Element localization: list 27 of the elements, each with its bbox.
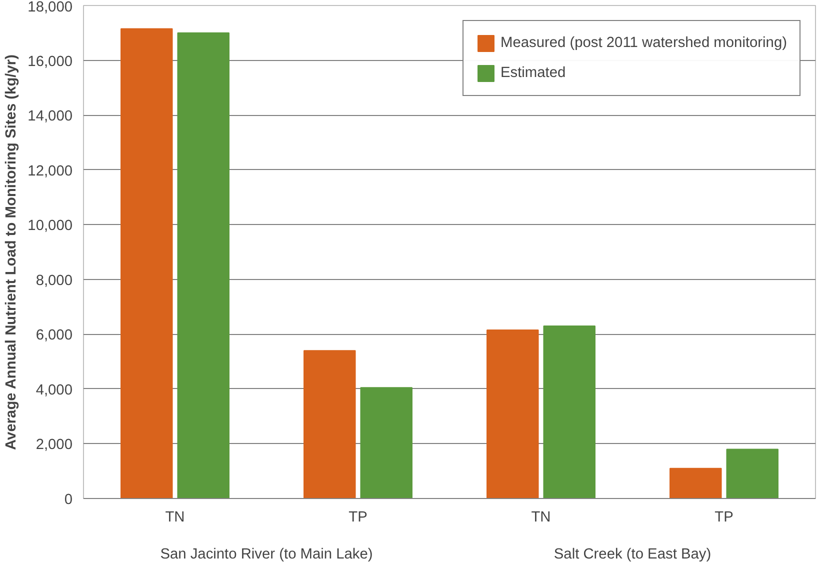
text: San Jacinto River (to Main Lake) bbox=[160, 546, 373, 562]
x-tick-label: TN bbox=[165, 510, 185, 526]
legend-label: Estimated bbox=[500, 65, 566, 81]
y-tick-label: 18,000 bbox=[28, 0, 72, 16]
y-tick-label: 14,000 bbox=[28, 108, 72, 125]
bar bbox=[177, 32, 230, 498]
y-tick-label: 6,000 bbox=[36, 328, 73, 344]
x-tick-label: TP bbox=[348, 510, 368, 526]
x-tick-label: TN bbox=[531, 510, 551, 526]
text: Salt Creek (to East Bay) bbox=[554, 546, 712, 562]
bar bbox=[726, 448, 778, 498]
y-axis-title: Average Annual Nutrient Load to Monitoring Sites (kg/yr) bbox=[4, 54, 20, 450]
legend-label: Measured (post 2011 watershed monitoring) bbox=[500, 35, 787, 51]
y-tick-label: 4,000 bbox=[36, 382, 73, 398]
y-tick-label: 10,000 bbox=[28, 218, 72, 234]
x-tick-label: TP bbox=[714, 510, 734, 526]
y-tick-label: 12,000 bbox=[28, 163, 72, 180]
bar bbox=[360, 387, 412, 498]
y-tick-label: 16,000 bbox=[28, 54, 72, 70]
bar bbox=[670, 468, 722, 498]
y-tick-label: 2,000 bbox=[36, 437, 73, 454]
bar bbox=[486, 330, 539, 498]
bar bbox=[304, 350, 356, 498]
bar bbox=[543, 325, 596, 498]
y-tick-label: 8,000 bbox=[36, 272, 73, 289]
y-tick-label: 0 bbox=[64, 492, 73, 508]
bar bbox=[120, 28, 173, 498]
